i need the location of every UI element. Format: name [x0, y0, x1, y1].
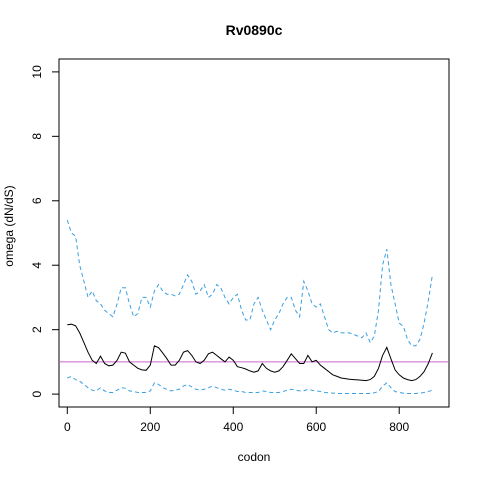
- x-tick-label: 200: [140, 420, 160, 434]
- y-tick-label: 0: [30, 390, 44, 397]
- x-tick-label: 600: [306, 420, 326, 434]
- chart-title: Rv0890c: [226, 22, 283, 38]
- y-tick-label: 8: [30, 133, 44, 140]
- x-tick-label: 800: [389, 420, 409, 434]
- y-tick-label: 10: [30, 65, 44, 79]
- y-axis-label: omega (dN/dS): [2, 185, 16, 266]
- y-tick-label: 6: [30, 197, 44, 204]
- x-tick-label: 400: [223, 420, 243, 434]
- x-axis-label: codon: [238, 450, 271, 464]
- series-omega-line: [67, 323, 433, 382]
- plot-area: 0 200 400 600 800 0 2 4 6 8 10: [30, 58, 450, 434]
- y-tick-label: 2: [30, 326, 44, 333]
- plot-frame: [58, 58, 450, 408]
- series-lower-line: [67, 375, 433, 394]
- x-tick-label: 0: [64, 420, 71, 434]
- series-upper-line: [66, 219, 433, 347]
- y-tick-label: 4: [30, 262, 44, 269]
